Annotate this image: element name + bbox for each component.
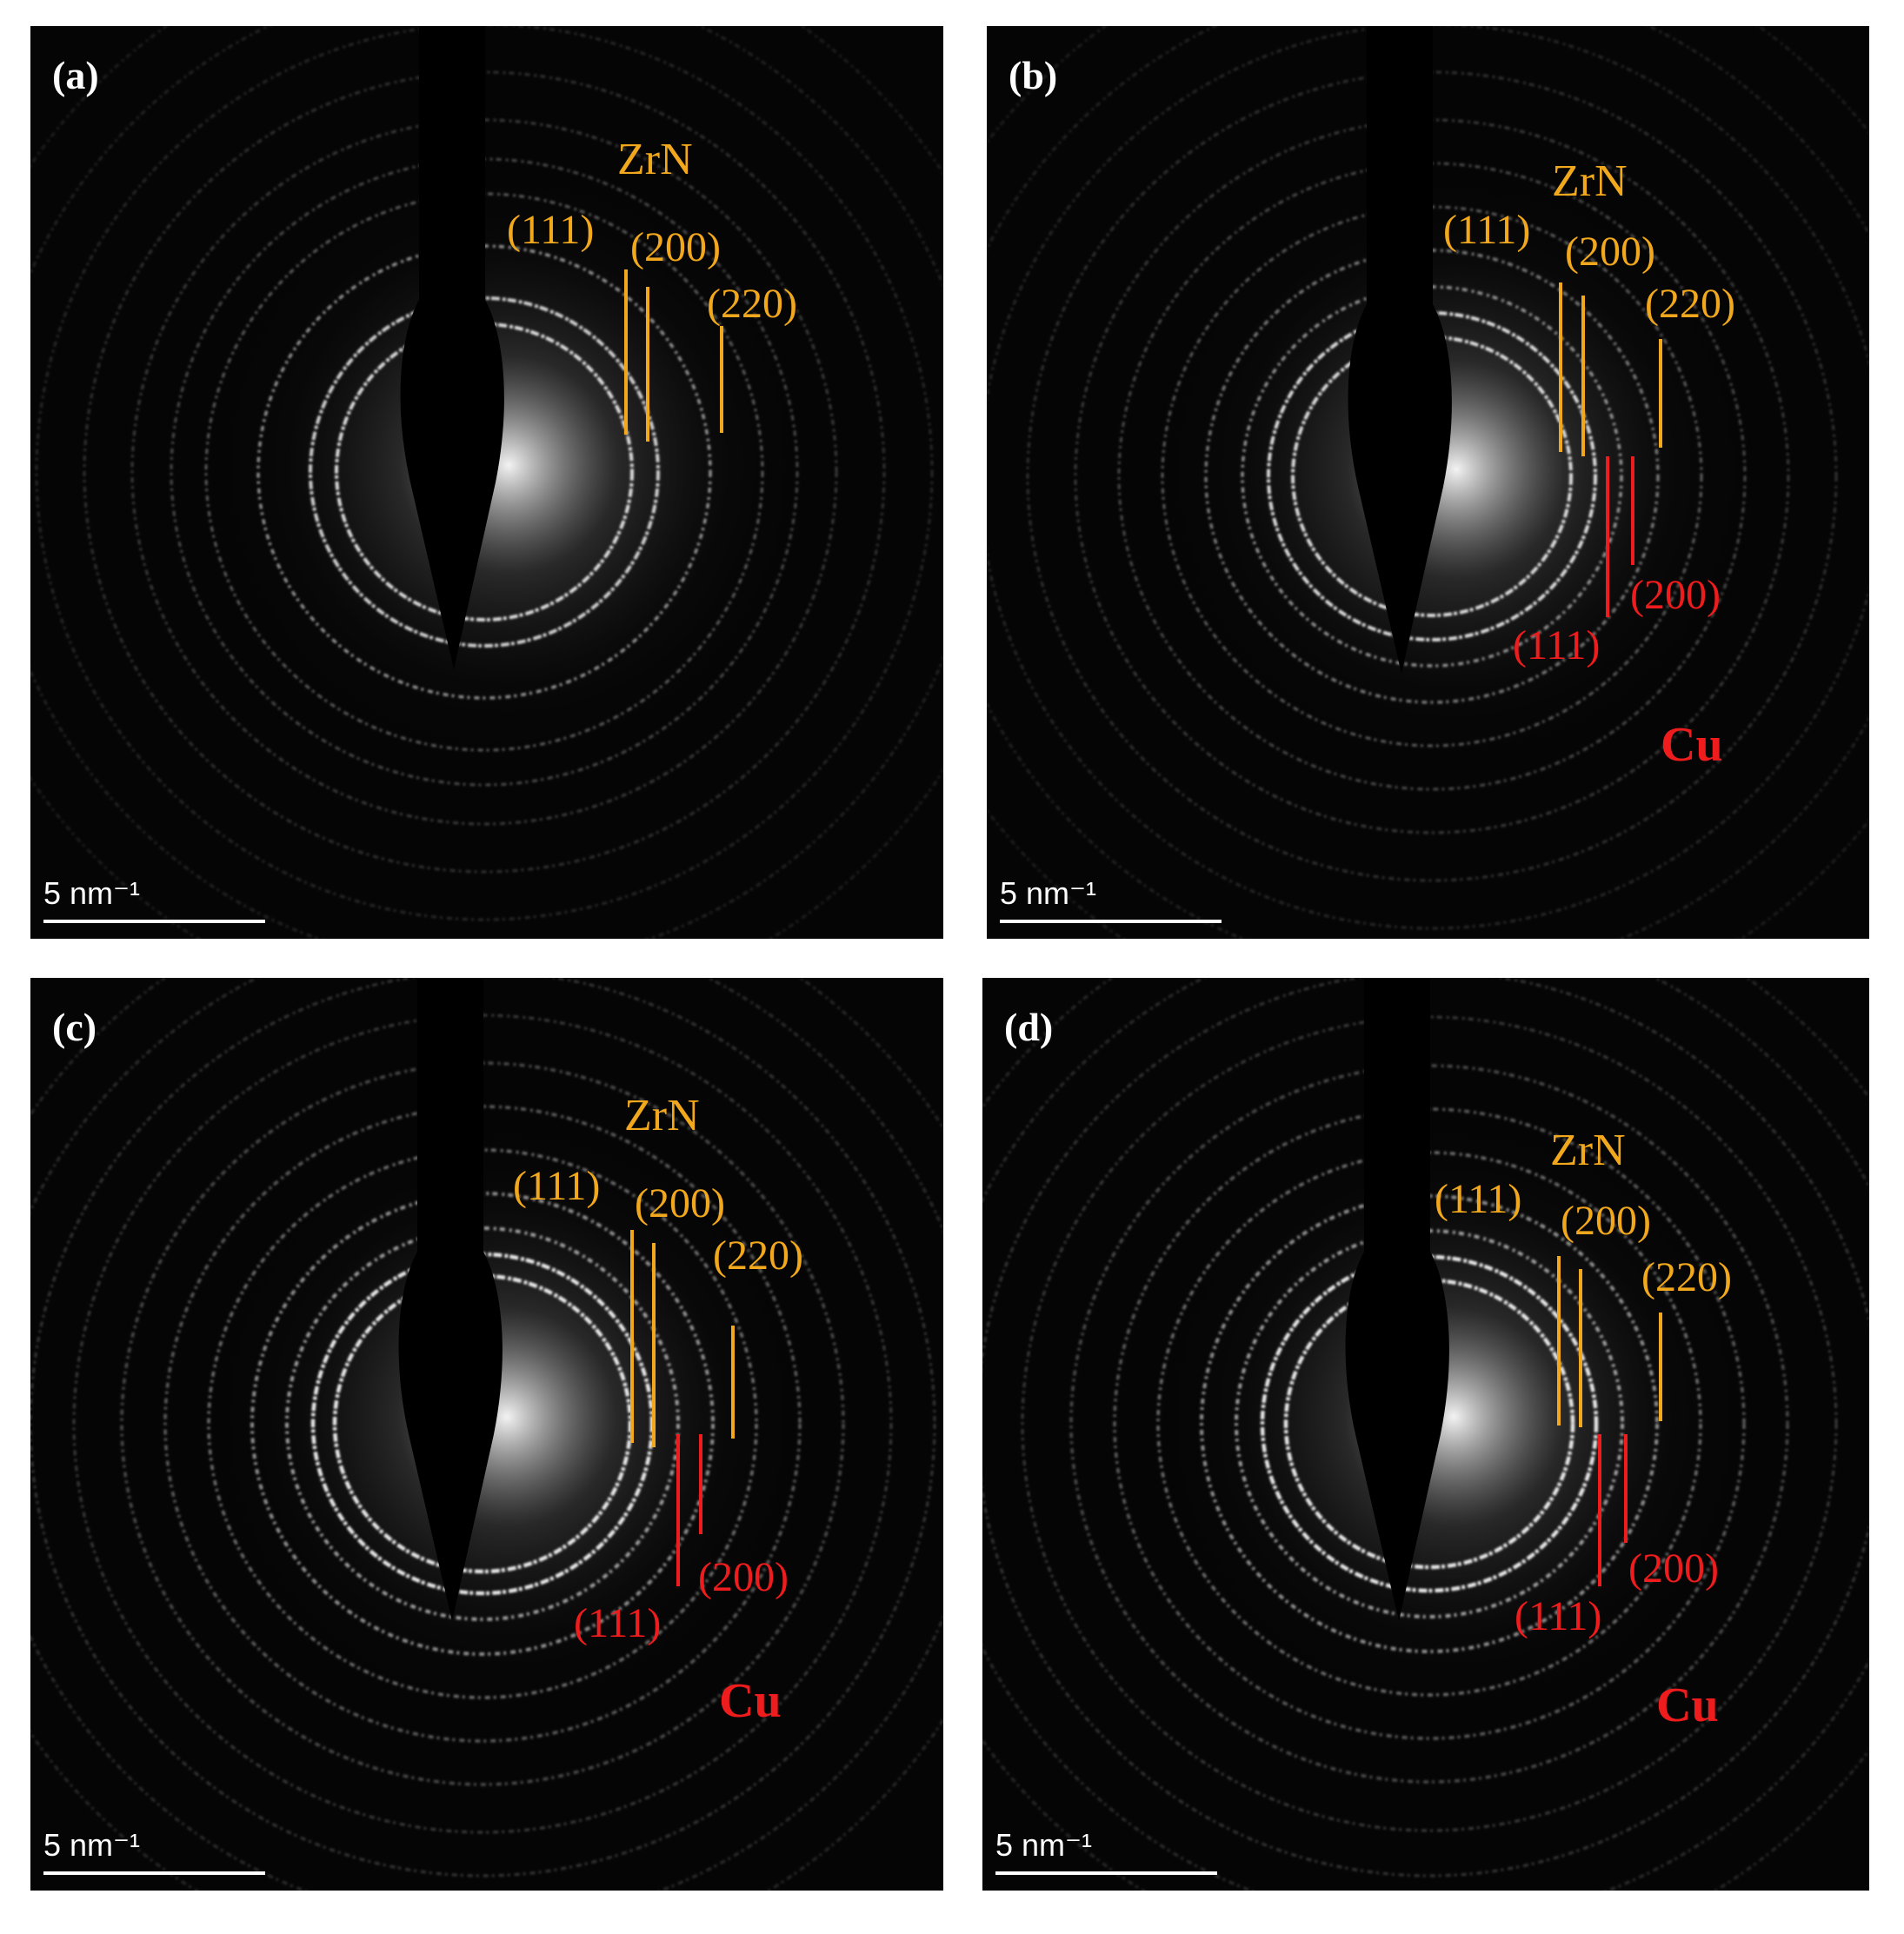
scale-bar: 5 nm⁻¹ <box>995 1827 1217 1875</box>
central-halo <box>1143 156 1769 782</box>
cu-phase-label: Cu <box>719 1674 782 1728</box>
diffraction-ring <box>1260 1254 1599 1593</box>
zrn-miller-index: (220) <box>1641 1254 1732 1300</box>
cu-miller-index: (111) <box>574 1600 661 1646</box>
zrn-miller-index: (220) <box>1645 281 1735 327</box>
central-halo <box>1141 1104 1767 1730</box>
central-halo <box>196 152 822 778</box>
beam-stop <box>400 26 504 669</box>
cu-miller-index: (200) <box>1630 572 1721 618</box>
zrn-miller-index: (200) <box>635 1180 725 1226</box>
zrn-annotation: ZrN (111) (200) (220) <box>1435 1126 1732 1427</box>
scale-bar-line <box>995 1871 1217 1875</box>
panel-label: (a) <box>52 53 99 97</box>
diffraction-ring <box>83 70 886 874</box>
beam-stop <box>1345 978 1449 1621</box>
cu-miller-index: (200) <box>1628 1545 1719 1592</box>
zrn-annotation: ZrN (111) (200) (220) <box>513 1091 803 1447</box>
panel-label: (b) <box>1009 53 1057 97</box>
diffraction-rings <box>30 978 943 1891</box>
panel-label: (d) <box>1004 1005 1053 1049</box>
scale-bar: 5 nm⁻¹ <box>43 875 265 923</box>
scale-bar-line <box>43 1871 265 1875</box>
scale-bar-line <box>1000 920 1222 923</box>
scale-bar-label: 5 nm⁻¹ <box>43 875 140 911</box>
cu-annotation: (111) (200) Cu <box>1513 456 1723 772</box>
panel-c: (c) ZrN (111) (200) (220) (111) (200) Cu 5 nm⁻¹ <box>30 978 943 1891</box>
zrn-miller-index: (111) <box>513 1163 600 1209</box>
zrn-annotation: ZrN (111) (200) (220) <box>507 135 797 442</box>
zrn-miller-index: (220) <box>707 281 797 327</box>
diffraction-ring <box>1267 311 1597 641</box>
diffraction-ring <box>309 296 660 648</box>
zrn-phase-label: ZrN <box>1550 1126 1626 1175</box>
diffraction-ring <box>1283 1278 1575 1570</box>
scale-bar-label: 5 nm⁻¹ <box>995 1827 1092 1863</box>
diffraction-ring <box>1021 1015 1838 1832</box>
zrn-phase-label: ZrN <box>624 1091 700 1140</box>
scale-bar: 5 nm⁻¹ <box>43 1827 265 1875</box>
diffraction-ring <box>1200 1194 1659 1653</box>
zrn-phase-label: ZrN <box>1552 156 1628 206</box>
beam-stop <box>1348 26 1452 674</box>
diffraction-ring <box>163 1105 802 1743</box>
scale-bar-line <box>43 920 265 923</box>
panel-b: (b) ZrN (111) (200) (220) (111) (200) Cu 5 nm⁻¹ <box>987 26 1869 939</box>
zrn-miller-index: (220) <box>713 1233 803 1279</box>
scale-bar: 5 nm⁻¹ <box>1000 875 1222 923</box>
diffraction-ring <box>285 1226 680 1621</box>
panel-a: (a) ZrN (111) (200) (220) 5 nm⁻¹ <box>30 26 943 939</box>
diffraction-ring <box>250 1192 715 1656</box>
diffraction-ring <box>1291 336 1573 617</box>
zrn-miller-index: (111) <box>507 207 594 253</box>
central-halo <box>194 1104 820 1730</box>
panel-label: (c) <box>52 1005 97 1049</box>
diffraction-ring <box>35 26 934 921</box>
zrn-miller-index: (200) <box>630 224 721 270</box>
cu-annotation: (111) (200) Cu <box>574 1434 789 1728</box>
scale-bar-label: 5 nm⁻¹ <box>1000 875 1096 911</box>
diffraction-ring <box>30 978 936 1878</box>
cu-annotation: (111) (200) Cu <box>1515 1434 1719 1732</box>
diffraction-ring <box>207 1148 758 1699</box>
diffraction-ring <box>130 118 838 826</box>
zrn-miller-index: (111) <box>1435 1176 1521 1222</box>
cu-miller-index: (111) <box>1515 1593 1601 1639</box>
zrn-miller-index: (200) <box>1565 229 1655 275</box>
cu-phase-label: Cu <box>1661 718 1723 772</box>
cu-miller-index: (111) <box>1513 622 1600 668</box>
scale-bar-label: 5 nm⁻¹ <box>43 1827 140 1863</box>
zrn-annotation: ZrN (111) (200) (220) <box>1443 156 1735 456</box>
cu-phase-label: Cu <box>1656 1678 1719 1732</box>
beam-stop <box>398 978 503 1621</box>
zrn-miller-index: (200) <box>1561 1198 1651 1244</box>
panel-d: (d) ZrN (111) (200) (220) (111) (200) Cu 5 nm⁻¹ <box>982 978 1869 1891</box>
diffraction-ring <box>1069 1064 1789 1784</box>
cu-miller-index: (200) <box>698 1554 789 1600</box>
zrn-phase-label: ZrN <box>617 135 693 184</box>
zrn-miller-index: (111) <box>1443 207 1530 253</box>
